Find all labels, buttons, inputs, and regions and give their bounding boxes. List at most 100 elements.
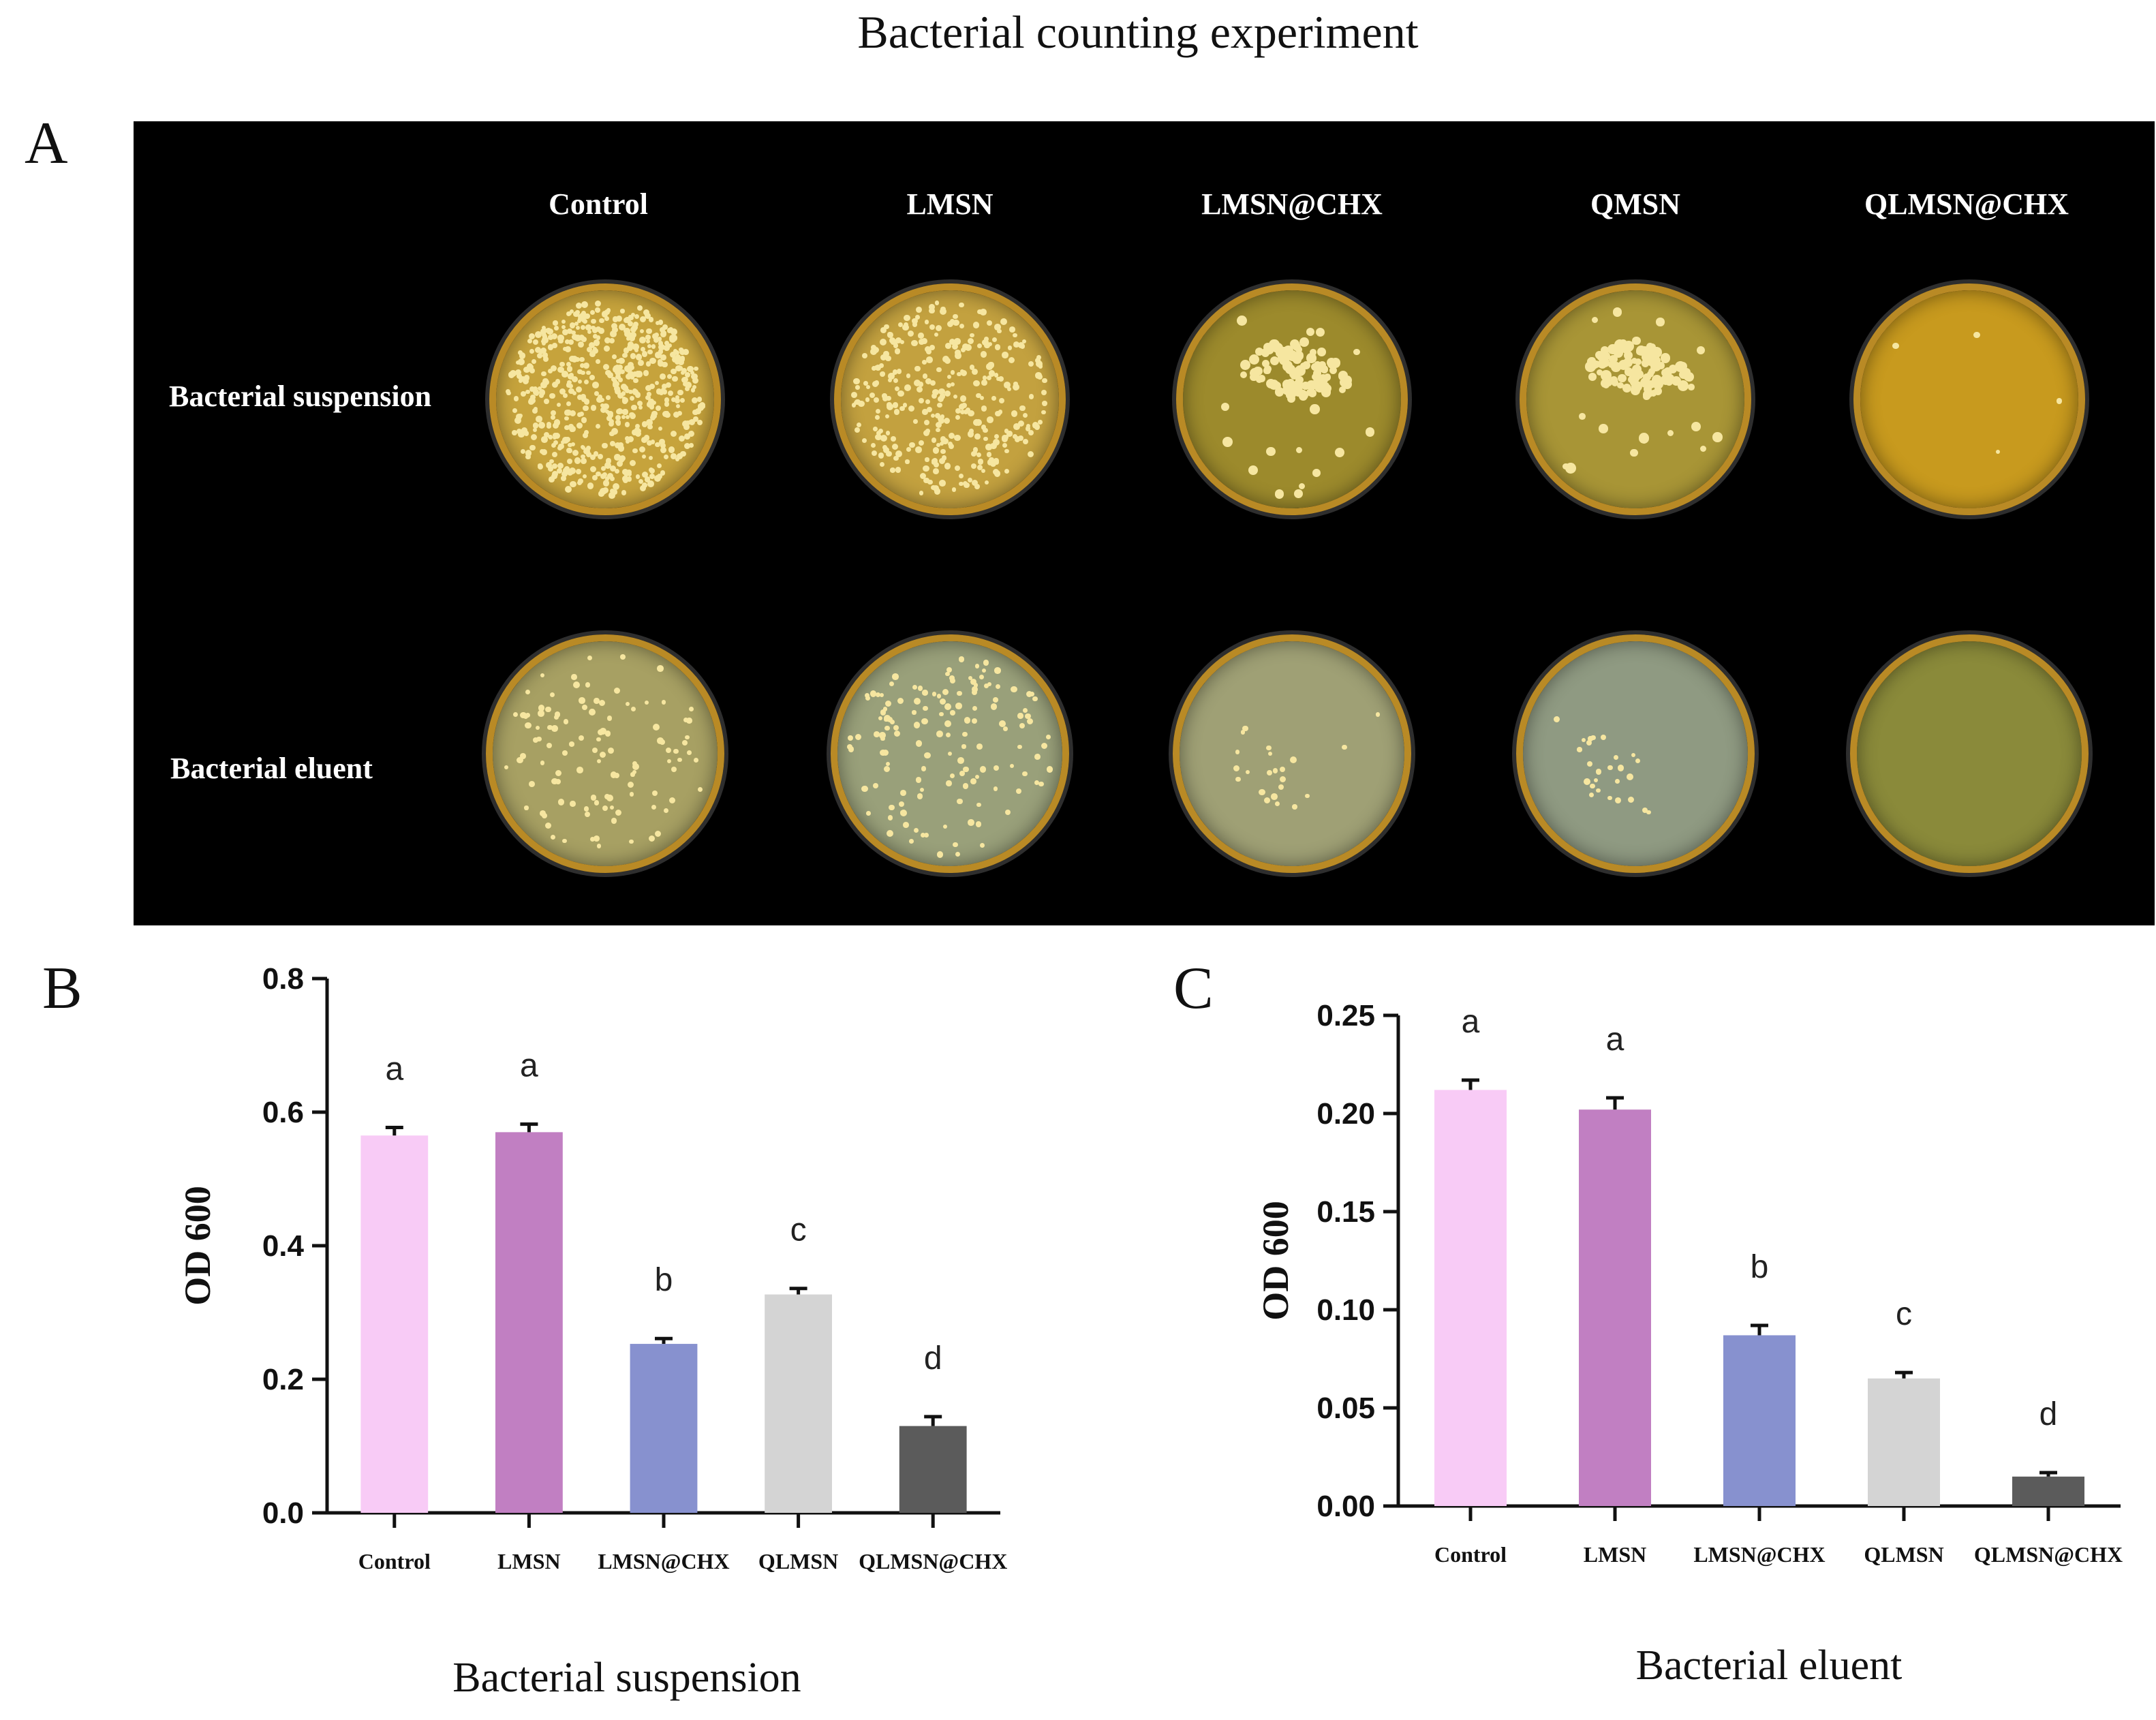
- bacterial-colony: [656, 463, 662, 468]
- bacterial-colony: [961, 744, 966, 749]
- bacterial-colony: [629, 395, 635, 401]
- bacterial-colony: [976, 743, 983, 750]
- bacterial-colony: [611, 427, 619, 435]
- bacterial-colony: [628, 315, 632, 320]
- bacterial-colony: [609, 491, 615, 499]
- bacterial-colony: [929, 324, 936, 331]
- bacterial-colony: [1973, 331, 1980, 339]
- bacterial-colony: [600, 406, 606, 413]
- bacterial-colony: [524, 805, 529, 810]
- bacterial-colony: [597, 394, 603, 400]
- bacterial-colony: [525, 690, 531, 695]
- bacterial-colony: [520, 429, 527, 435]
- bacterial-colony: [590, 309, 596, 315]
- bacterial-colony: [972, 706, 978, 711]
- bacterial-colony: [962, 343, 969, 350]
- bacterial-colony: [593, 339, 600, 346]
- bacterial-colony: [1004, 435, 1009, 440]
- bacterial-colony: [520, 711, 527, 718]
- bacterial-colony: [1623, 350, 1633, 360]
- bar-lmsn: [1579, 1109, 1651, 1506]
- bacterial-colony: [1295, 346, 1302, 353]
- x-category-label: Control: [358, 1549, 431, 1573]
- bacterial-colony: [938, 388, 945, 395]
- bacterial-colony: [911, 339, 919, 347]
- bacterial-colony: [983, 375, 987, 380]
- bacterial-colony: [579, 697, 585, 704]
- bar-qlmsn: [765, 1294, 832, 1513]
- bacterial-colony: [641, 472, 648, 478]
- bacterial-colony: [569, 322, 575, 328]
- column-label-lmsn: LMSN: [906, 187, 994, 221]
- bacterial-colony: [936, 324, 942, 331]
- y-tick-label: 0.20: [1316, 1097, 1375, 1131]
- bacterial-colony: [940, 448, 946, 455]
- bacterial-colony: [561, 471, 568, 478]
- bacterial-colony: [685, 735, 690, 740]
- bacterial-colony: [925, 457, 929, 462]
- bacterial-colony: [1041, 389, 1047, 395]
- bacterial-colony: [1025, 426, 1031, 431]
- y-axis-label: OD 600: [1255, 1201, 1296, 1321]
- bacterial-colony: [971, 369, 978, 375]
- bacterial-colony: [529, 367, 536, 374]
- bacterial-colony: [541, 371, 546, 377]
- bacterial-colony: [523, 378, 527, 382]
- bacterial-colony: [519, 352, 526, 359]
- petri-dish: [1850, 634, 2089, 873]
- bacterial-colony: [648, 455, 653, 461]
- bacterial-colony: [1025, 713, 1031, 720]
- bacterial-colony: [884, 414, 890, 419]
- bacterial-colony: [575, 386, 583, 393]
- bacterial-colony: [912, 322, 918, 327]
- bacterial-colony: [1602, 381, 1610, 388]
- bacterial-colony: [1035, 360, 1043, 367]
- bacterial-colony: [987, 459, 994, 465]
- bacterial-colony: [959, 481, 964, 487]
- bacterial-colony: [994, 324, 1001, 331]
- bacterial-colony: [585, 451, 591, 457]
- bacterial-colony: [1003, 726, 1008, 731]
- bacterial-colony: [653, 337, 660, 343]
- bacterial-colony: [600, 403, 605, 408]
- bacterial-colony: [588, 341, 596, 349]
- bacterial-colony: [940, 436, 946, 443]
- bacterial-colony: [676, 403, 681, 408]
- row-label-bacterial-suspension: Bacterial suspension: [169, 380, 432, 413]
- bacterial-colony: [1376, 712, 1381, 717]
- bacterial-colony: [873, 427, 878, 431]
- bacterial-colony: [954, 352, 961, 360]
- bacterial-colony: [921, 360, 927, 365]
- bacterial-colony: [1587, 761, 1593, 767]
- bacterial-colony: [615, 442, 621, 449]
- bacterial-colony: [886, 402, 893, 409]
- bacterial-colony: [667, 328, 673, 333]
- bacterial-colony: [559, 388, 566, 395]
- bacterial-colony: [1280, 352, 1287, 359]
- bacterial-colony: [538, 705, 545, 711]
- bacterial-colony: [621, 384, 628, 391]
- bacterial-colony: [625, 388, 630, 393]
- bacterial-colony: [1266, 745, 1272, 751]
- bacterial-colony: [621, 398, 628, 404]
- petri-dish: [834, 283, 1066, 515]
- bacterial-colony: [955, 408, 961, 414]
- bacterial-colony: [1034, 754, 1041, 760]
- bacterial-colony: [671, 368, 677, 375]
- bacterial-colony: [893, 725, 899, 731]
- bacterial-colony: [650, 412, 656, 418]
- bacterial-colony: [979, 309, 987, 316]
- bacterial-colony: [848, 735, 854, 741]
- bacterial-colony: [660, 447, 666, 453]
- bacterial-colony: [643, 309, 650, 316]
- bacterial-colony: [590, 466, 597, 473]
- bacterial-colony: [880, 461, 885, 467]
- bacterial-colony: [1638, 433, 1650, 444]
- bacterial-colony: [917, 685, 923, 691]
- bacterial-colony: [959, 403, 965, 410]
- bacterial-colony: [625, 701, 630, 706]
- bacterial-colony: [1006, 431, 1013, 437]
- bacterial-colony: [660, 443, 666, 449]
- bacterial-colony: [623, 348, 630, 354]
- bacterial-colony: [632, 448, 638, 453]
